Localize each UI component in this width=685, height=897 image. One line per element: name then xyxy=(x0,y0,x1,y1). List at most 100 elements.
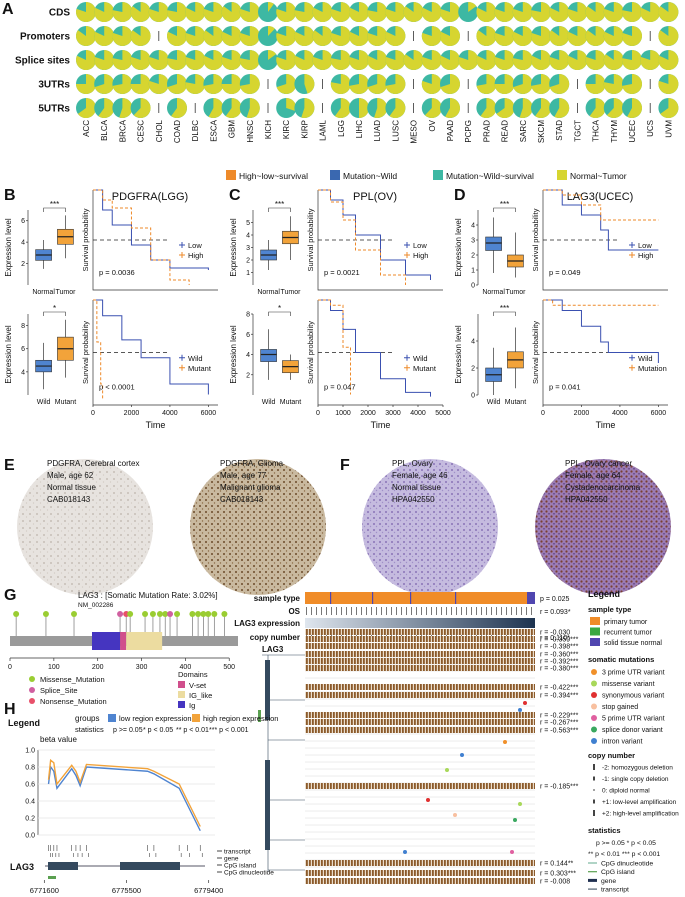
track-label: gene xyxy=(601,878,616,885)
pie-slice xyxy=(660,98,679,118)
pie-slice xyxy=(94,74,115,94)
legend-label: Splice_Site xyxy=(40,686,78,695)
legend-label: high region expression xyxy=(203,714,278,723)
cancer-label: UCS xyxy=(646,120,655,137)
pie-slice xyxy=(385,2,406,22)
r-label: r = -0.229*** xyxy=(540,713,579,720)
row-label: copy number xyxy=(250,633,300,642)
pie-slice xyxy=(312,2,333,22)
stat-label: r = 0.110* xyxy=(540,635,570,642)
y-tick-label: 2 xyxy=(246,372,250,379)
pie-slice xyxy=(627,98,642,118)
x-axis-label: Time xyxy=(146,420,166,430)
pie-slice xyxy=(239,50,260,70)
stat-label: r = 0.093* xyxy=(540,609,571,616)
pie-slice xyxy=(268,50,277,60)
cancer-label: PRAD xyxy=(482,120,491,142)
legend-label: 3 prime UTR variant xyxy=(602,670,665,677)
pie-slice xyxy=(421,26,442,46)
pie-slice xyxy=(519,98,533,119)
panel-letter: A xyxy=(2,1,14,18)
legend-swatch xyxy=(108,714,116,722)
x-tick-label: 2000 xyxy=(124,410,140,417)
pie-slice xyxy=(367,74,388,95)
pie-slice xyxy=(603,50,624,70)
y-tick-label: 2 xyxy=(471,366,475,373)
box xyxy=(260,349,277,362)
mutation-dot xyxy=(460,753,464,757)
pie-slice xyxy=(403,50,424,70)
legend-heading: statistics xyxy=(75,725,104,734)
legend-label: High xyxy=(638,251,653,260)
legend-dot xyxy=(591,738,597,744)
legend-label: stop gained xyxy=(602,704,638,711)
pie-slice xyxy=(494,2,515,22)
panel-letter: D xyxy=(454,187,466,204)
y-tick-label: 5 xyxy=(246,220,250,227)
r-label: r = -0.359*** xyxy=(540,637,579,644)
r-label: r = -0.398*** xyxy=(540,644,579,651)
legend-swatch xyxy=(178,701,185,708)
sig-label: *** xyxy=(50,200,59,209)
x-axis-label: Time xyxy=(371,420,391,430)
pie-slice xyxy=(276,50,297,70)
legend-heading: somatic mutations xyxy=(588,655,654,664)
pie-slice xyxy=(330,74,351,95)
domain xyxy=(120,632,127,650)
lollipop-head xyxy=(117,611,124,617)
box xyxy=(485,236,502,251)
ihc-caption: Cystadenocarcinoma xyxy=(565,483,641,492)
lollipop-head xyxy=(156,611,163,617)
cancer-label: KICH xyxy=(264,120,273,139)
legend-label: low region expression xyxy=(119,714,192,723)
x-tick-label: 0 xyxy=(8,664,12,671)
x-tick-label: 6779400 xyxy=(194,886,223,895)
mutation-dot xyxy=(523,701,527,705)
gene-block xyxy=(120,862,180,870)
track-label: CpG island xyxy=(601,869,635,876)
methylation-strip xyxy=(305,684,535,690)
pie-slice xyxy=(531,74,551,94)
survival-curve xyxy=(318,299,351,395)
pie-slice xyxy=(421,50,442,70)
legend-symbol xyxy=(404,252,410,258)
category-label: Tumor xyxy=(505,289,526,296)
pie-slice xyxy=(334,98,351,118)
methylation-strip xyxy=(305,629,535,635)
pie-slice xyxy=(76,2,96,22)
pie-slice xyxy=(531,2,552,23)
lollipop-head xyxy=(205,611,212,617)
pie-slice xyxy=(294,50,315,70)
lollipop-head xyxy=(189,611,196,617)
methylation-strip xyxy=(305,651,535,657)
pie-slice xyxy=(476,50,497,70)
y-axis-label: Survival probability xyxy=(81,208,90,271)
legend-label: Mutation~Wild xyxy=(343,171,397,181)
pie-slice xyxy=(276,2,297,22)
sig-bracket xyxy=(493,207,516,212)
pie-slice xyxy=(567,50,588,71)
legend-title: Legend xyxy=(588,589,620,599)
ihc-caption: Normal tissue xyxy=(47,483,96,492)
p-value: p = 0.041 xyxy=(549,382,581,391)
y-tick-label: 4 xyxy=(21,240,25,247)
x-tick-label: 4000 xyxy=(162,410,178,417)
pie-slice xyxy=(185,2,206,23)
legend-label: recurrent tumor xyxy=(604,630,653,637)
pie-slice xyxy=(268,26,275,36)
panel-letter: G xyxy=(4,587,16,604)
ihc-caption: Male, age 62 xyxy=(47,471,94,480)
ihc-caption: Female, age 46 xyxy=(392,471,448,480)
r-label: r = -0.008 xyxy=(540,879,570,886)
pie-slice xyxy=(585,2,606,22)
sig-bracket xyxy=(493,311,516,316)
copy-glyph xyxy=(593,764,595,770)
legend-symbol xyxy=(404,242,410,248)
row-label: OS xyxy=(288,607,300,616)
gene-label: LAG3 xyxy=(262,645,284,654)
survival-curve xyxy=(543,299,659,306)
ihc-caption: PDGFRA, Cerebral cortex xyxy=(47,459,139,468)
mutation-dot xyxy=(510,850,514,854)
pie-slice xyxy=(585,50,606,70)
